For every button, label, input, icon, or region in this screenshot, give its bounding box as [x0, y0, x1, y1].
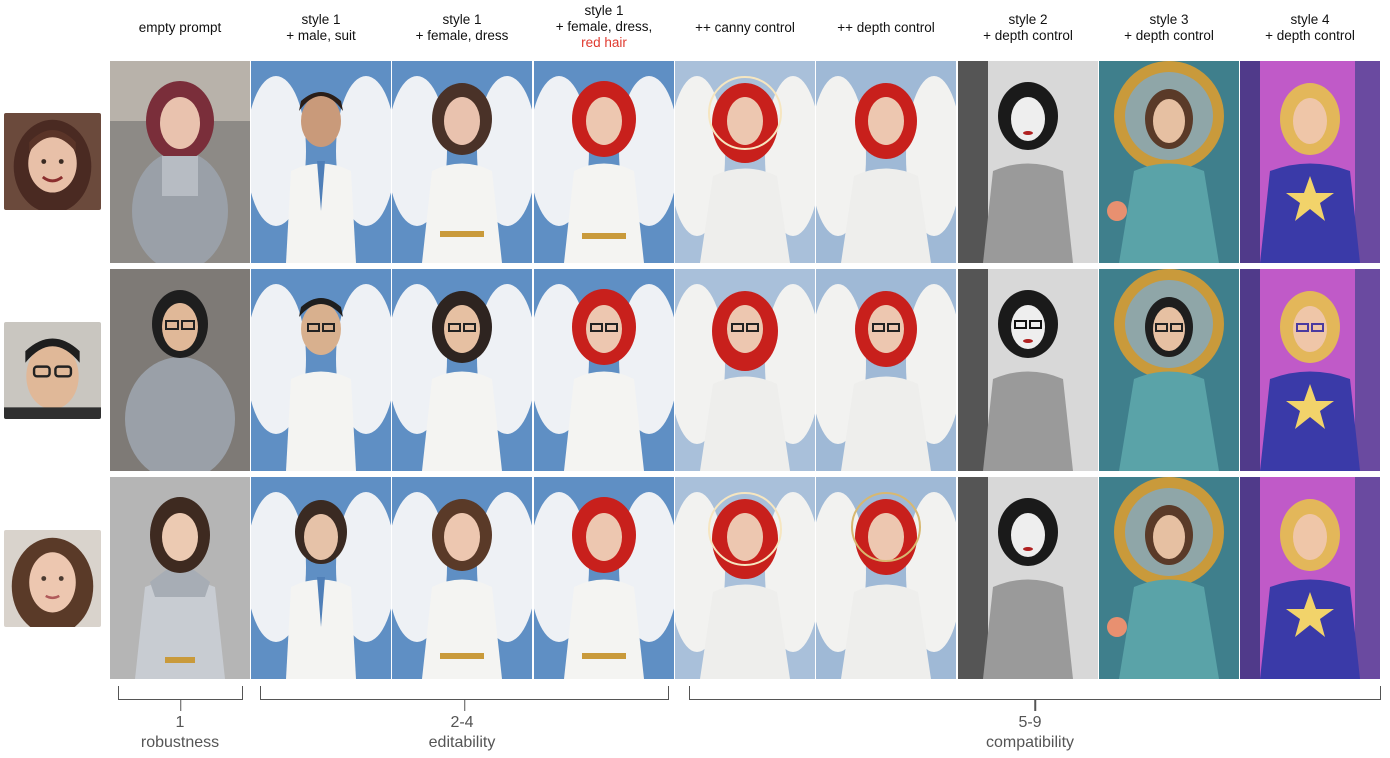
column-header-line2: + depth control: [983, 28, 1073, 43]
group-number: 1: [175, 714, 185, 731]
column-header-line2: + depth control: [1265, 28, 1355, 43]
generated-image-r1-c4: [534, 61, 674, 263]
generated-image-r1-c6: [816, 61, 956, 263]
generated-image-r3-c5: [675, 477, 815, 679]
column-header-8: style 3 + depth control: [1099, 12, 1239, 44]
column-header-line1: ++ depth control: [837, 20, 935, 35]
reference-face-3: [4, 530, 101, 627]
column-header-4: style 1 + female, dress, red hair: [534, 3, 674, 51]
generated-image-r3-c6: [816, 477, 956, 679]
column-header-line1: style 2: [1008, 12, 1048, 27]
reference-face-2: [4, 322, 101, 419]
column-header-line1: ++ canny control: [695, 20, 795, 35]
generated-image-r1-c1: [110, 61, 250, 263]
generated-image-r2-c8: [1099, 269, 1239, 471]
column-header-line1: empty prompt: [138, 20, 222, 35]
bracket-tick: [179, 699, 182, 711]
column-header-line1: style 1: [442, 12, 482, 27]
column-header-6: ++ depth control: [816, 20, 956, 36]
generated-image-r1-c5: [675, 61, 815, 263]
generated-image-r2-c5: [675, 269, 815, 471]
generated-image-r3-c1: [110, 477, 250, 679]
generated-image-r3-c2: [251, 477, 391, 679]
group-name: robustness: [140, 734, 220, 751]
generated-image-r2-c4: [534, 269, 674, 471]
generated-image-r2-c9: [1240, 269, 1380, 471]
column-header-line1: style 1: [301, 12, 341, 27]
generated-image-r2-c7: [958, 269, 1098, 471]
column-header-1: empty prompt: [110, 20, 250, 36]
generated-image-r3-c3: [392, 477, 532, 679]
generated-image-r1-c9: [1240, 61, 1380, 263]
group-label-robustness: 1 robustness: [110, 713, 250, 753]
column-header-line1: style 3: [1149, 12, 1189, 27]
column-header-line2: + depth control: [1124, 28, 1214, 43]
group-bracket-compatibility: [689, 686, 1381, 711]
column-header-line1: style 1: [584, 3, 624, 18]
bracket-tick: [463, 699, 466, 711]
group-label-compatibility: 5-9 compatibility: [960, 713, 1100, 753]
generated-image-r1-c3: [392, 61, 532, 263]
generated-image-r2-c6: [816, 269, 956, 471]
group-name: editability: [428, 734, 496, 751]
generated-image-r2-c1: [110, 269, 250, 471]
generated-image-r2-c2: [251, 269, 391, 471]
column-header-2: style 1 + male, suit: [251, 12, 391, 44]
column-header-9: style 4 + depth control: [1240, 12, 1380, 44]
group-bracket-robustness: [118, 686, 243, 711]
column-header-red-hair: red hair: [581, 35, 627, 50]
column-header-7: style 2 + depth control: [958, 12, 1098, 44]
generated-image-r3-c9: [1240, 477, 1380, 679]
group-bracket-editability: [260, 686, 669, 711]
column-header-3: style 1 + female, dress: [392, 12, 532, 44]
reference-face-1: [4, 113, 101, 210]
generated-image-r2-c3: [392, 269, 532, 471]
bracket-tick: [1034, 699, 1036, 711]
generated-image-r3-c4: [534, 477, 674, 679]
group-number: 2-4: [450, 714, 474, 731]
column-header-line2: + female, dress,: [555, 19, 653, 34]
group-number: 5-9: [1018, 714, 1042, 731]
group-label-editability: 2-4 editability: [392, 713, 532, 753]
column-header-line2: + male, suit: [286, 28, 356, 43]
generated-image-r3-c8: [1099, 477, 1239, 679]
generated-image-r3-c7: [958, 477, 1098, 679]
column-header-line1: style 4: [1290, 12, 1330, 27]
generated-image-r1-c8: [1099, 61, 1239, 263]
column-header-5: ++ canny control: [675, 20, 815, 36]
generated-image-r1-c2: [251, 61, 391, 263]
column-header-line2: + female, dress: [415, 28, 509, 43]
generated-image-r1-c7: [958, 61, 1098, 263]
group-name: compatibility: [985, 734, 1075, 751]
